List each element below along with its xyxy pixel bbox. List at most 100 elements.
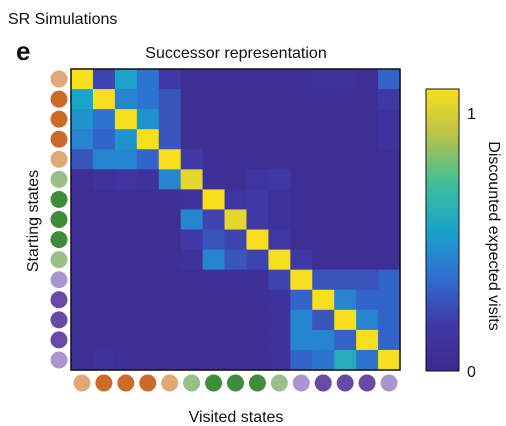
heatmap-cell bbox=[114, 89, 138, 110]
heatmap-cell bbox=[356, 169, 379, 190]
heatmap-cell bbox=[378, 309, 401, 331]
heatmap-cell bbox=[334, 269, 357, 291]
heatmap-cell bbox=[114, 149, 138, 170]
visited-state-marker bbox=[139, 374, 157, 392]
heatmap-cell bbox=[334, 309, 357, 331]
heatmap-cell bbox=[268, 169, 291, 190]
heatmap-cell bbox=[268, 89, 291, 110]
heatmap-cell bbox=[378, 289, 401, 311]
heatmap-cell bbox=[268, 229, 291, 251]
colorbar-label: Discounted expected visits bbox=[485, 141, 502, 330]
heatmap-cell bbox=[312, 349, 335, 371]
heatmap-cell bbox=[92, 109, 116, 130]
starting-state-marker bbox=[50, 110, 68, 128]
visited-state-marker bbox=[270, 374, 288, 392]
heatmap-cell bbox=[71, 269, 94, 291]
heatmap-cell bbox=[224, 169, 248, 190]
heatmap-cell bbox=[136, 109, 160, 130]
heatmap-cell bbox=[92, 269, 116, 291]
heatmap-cell bbox=[71, 229, 94, 251]
heatmap-cell bbox=[180, 249, 204, 271]
heatmap-cell bbox=[224, 109, 248, 130]
heatmap-cell bbox=[290, 149, 313, 170]
heatmap-cell bbox=[356, 269, 379, 291]
heatmap-cell bbox=[92, 289, 116, 311]
heatmap-cell bbox=[356, 109, 379, 130]
starting-state-marker bbox=[50, 130, 68, 148]
heatmap-cell bbox=[246, 289, 269, 311]
heatmap-cell bbox=[290, 189, 313, 211]
heatmap-cell bbox=[180, 89, 204, 110]
heatmap-cell bbox=[92, 209, 116, 231]
starting-state-marker bbox=[50, 211, 68, 228]
heatmap-cell bbox=[136, 209, 160, 231]
heatmap-cell bbox=[312, 329, 335, 351]
heatmap-cell bbox=[290, 249, 313, 271]
heatmap-cell bbox=[158, 169, 182, 190]
heatmap-cell bbox=[180, 69, 204, 90]
heatmap-cell bbox=[92, 229, 116, 251]
heatmap-cell bbox=[158, 229, 182, 251]
heatmap-cell bbox=[92, 349, 116, 371]
heatmap-cell bbox=[158, 309, 182, 331]
colorbar-tick-min: 0 bbox=[467, 364, 476, 381]
heatmap-cell bbox=[312, 249, 335, 271]
heatmap-cell bbox=[378, 169, 401, 190]
heatmap-cell bbox=[290, 209, 313, 231]
heatmap-cell bbox=[312, 289, 335, 311]
heatmap-cell bbox=[356, 249, 379, 271]
heatmap-cell bbox=[158, 89, 182, 110]
heatmap-cell bbox=[202, 289, 226, 311]
heatmap-cell bbox=[378, 89, 401, 110]
heatmap-cell bbox=[290, 229, 313, 251]
heatmap-cell bbox=[136, 189, 160, 211]
heatmap-cell bbox=[158, 349, 182, 371]
visited-state-marker bbox=[95, 374, 113, 392]
heatmap-cell bbox=[356, 149, 379, 170]
heatmap-cell bbox=[356, 289, 379, 311]
heatmap-cell bbox=[136, 249, 160, 271]
visited-state-marker bbox=[358, 374, 376, 392]
heatmap-cell bbox=[92, 169, 116, 190]
heatmap-cell bbox=[180, 129, 204, 150]
heatmap-cell bbox=[202, 109, 226, 130]
visited-state-marker bbox=[380, 374, 398, 392]
heatmap-cell bbox=[92, 129, 116, 150]
heatmap-cell bbox=[356, 229, 379, 251]
heatmap-cell bbox=[202, 269, 226, 291]
heatmap-cell bbox=[180, 189, 204, 211]
heatmap-cell bbox=[158, 249, 182, 271]
heatmap-cell bbox=[224, 149, 248, 170]
heatmap-cell bbox=[290, 69, 313, 90]
heatmap-cell bbox=[71, 289, 94, 311]
heatmap-cell bbox=[202, 349, 226, 371]
starting-state-marker bbox=[50, 291, 68, 309]
heatmap-cell bbox=[202, 169, 226, 190]
heatmap-cell bbox=[334, 89, 357, 110]
heatmap-cell bbox=[224, 129, 248, 150]
heatmap-cell bbox=[312, 229, 335, 251]
heatmap-cell bbox=[202, 229, 226, 251]
heatmap-cell bbox=[246, 89, 269, 110]
heatmap-cell bbox=[136, 309, 160, 331]
heatmap-cell bbox=[334, 289, 357, 311]
heatmap-cell bbox=[246, 149, 269, 170]
colorbar-tick-max: 1 bbox=[467, 106, 476, 123]
starting-state-marker bbox=[50, 90, 68, 108]
heatmap-cell bbox=[356, 349, 379, 371]
heatmap-cell bbox=[180, 309, 204, 331]
heatmap-cell bbox=[378, 229, 401, 251]
heatmap-cell bbox=[356, 129, 379, 150]
starting-state-marker bbox=[50, 251, 68, 269]
heatmap-cell bbox=[246, 329, 269, 351]
heatmap-cell bbox=[114, 129, 138, 150]
heatmap-cell bbox=[378, 129, 401, 150]
heatmap-cell bbox=[202, 129, 226, 150]
heatmap-cell bbox=[114, 189, 138, 211]
heatmap-cell bbox=[114, 249, 138, 271]
heatmap-cell bbox=[246, 189, 269, 211]
heatmap-cell bbox=[180, 149, 204, 170]
heatmap-cell bbox=[71, 349, 94, 371]
heatmap-cell bbox=[71, 189, 94, 211]
heatmap-cell bbox=[224, 309, 248, 331]
